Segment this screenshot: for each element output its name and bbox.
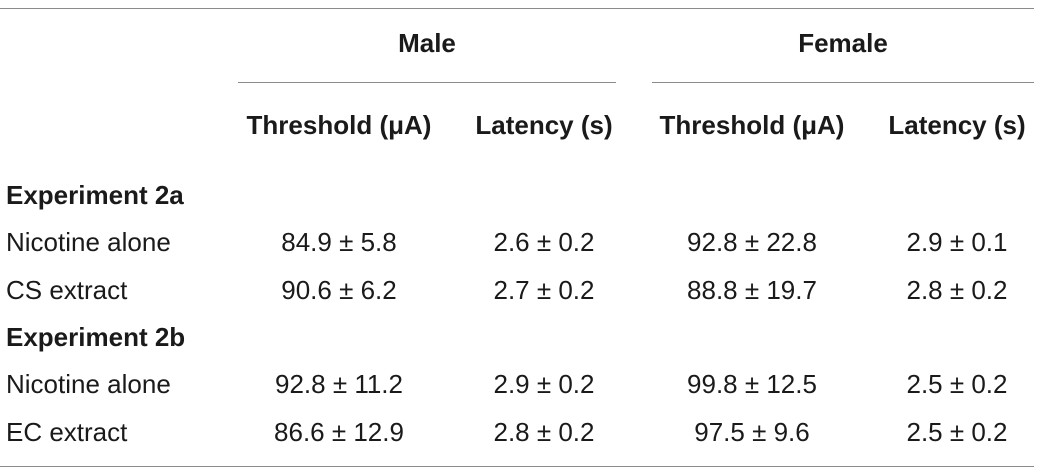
row-label: CS extract [6, 275, 128, 305]
section-title-experiment-2a: Experiment 2a [6, 180, 184, 210]
table-cell: 2.8 ± 0.2 [493, 417, 595, 447]
table-cell: 92.8 ± 22.8 [687, 227, 817, 257]
table-cell: 2.8 ± 0.2 [906, 275, 1008, 305]
table-cell: 97.5 ± 9.6 [694, 417, 810, 447]
table-cell: 2.7 ± 0.2 [493, 275, 595, 305]
group-header-male: Male [398, 28, 456, 58]
table-cell: 90.6 ± 6.2 [281, 275, 397, 305]
table-cell: 2.9 ± 0.1 [906, 227, 1008, 257]
column-header-male-latency: Latency (s) [475, 110, 613, 140]
table-cell: 2.5 ± 0.2 [906, 417, 1008, 447]
section-title-experiment-2b: Experiment 2b [6, 322, 186, 352]
table-cell: 88.8 ± 19.7 [687, 275, 817, 305]
group-header-female: Female [798, 28, 888, 58]
column-header-male-threshold: Threshold (μA) [246, 110, 432, 140]
column-header-female-latency: Latency (s) [888, 110, 1026, 140]
table-cell: 2.6 ± 0.2 [493, 227, 595, 257]
table-top-rule [0, 8, 1034, 9]
table-cell: 84.9 ± 5.8 [281, 227, 397, 257]
row-label: Nicotine alone [6, 227, 171, 257]
male-group-rule [238, 82, 616, 83]
table-cell: 86.6 ± 12.9 [274, 417, 404, 447]
row-label: Nicotine alone [6, 369, 171, 399]
row-label: EC extract [6, 417, 128, 447]
table-cell: 2.5 ± 0.2 [906, 369, 1008, 399]
table-cell: 92.8 ± 11.2 [275, 369, 403, 399]
table-cell: 2.9 ± 0.2 [493, 369, 595, 399]
female-group-rule [652, 82, 1034, 83]
table-cell: 99.8 ± 12.5 [687, 369, 817, 399]
table-bottom-rule [0, 466, 1034, 467]
column-header-female-threshold: Threshold (μA) [659, 110, 845, 140]
